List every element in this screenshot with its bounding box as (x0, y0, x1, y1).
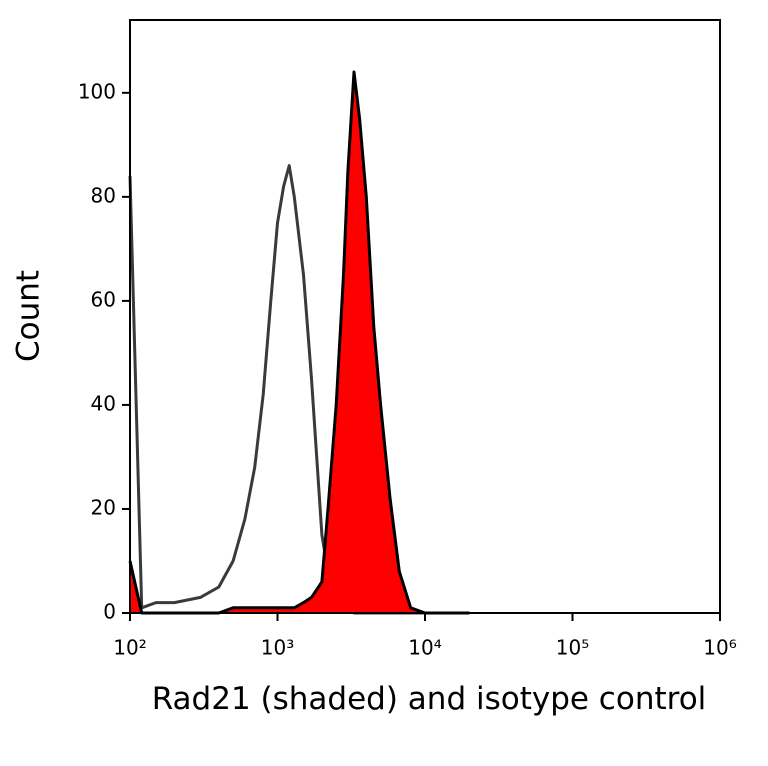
series-area (130, 72, 470, 613)
chart: Count 0 20 40 60 80 100 10² 10³ 10⁴ 10⁵ 10⁶ (11, 19, 737, 660)
y-tick-label: 0 (103, 600, 116, 624)
x-tick-label: 10³ (261, 636, 294, 660)
plot-frame (129, 19, 721, 614)
x-tick-label: 10² (113, 636, 146, 660)
series-line (128, 70, 470, 615)
y-tick-label: 100 (78, 79, 116, 103)
y-tick-label: 40 (91, 391, 116, 415)
x-tick-label: 10⁴ (408, 636, 441, 660)
y-axis-label: Count (11, 270, 47, 362)
x-axis-label: Rad21 (shaded) and isotype control (151, 681, 707, 717)
y-tick-label: 20 (91, 495, 116, 519)
y-tick-label: 80 (91, 183, 116, 207)
x-tick-label: 10⁵ (556, 636, 589, 660)
x-tick-label: 10⁶ (703, 636, 736, 660)
y-tick-label: 60 (91, 287, 116, 311)
series-line (128, 164, 470, 615)
